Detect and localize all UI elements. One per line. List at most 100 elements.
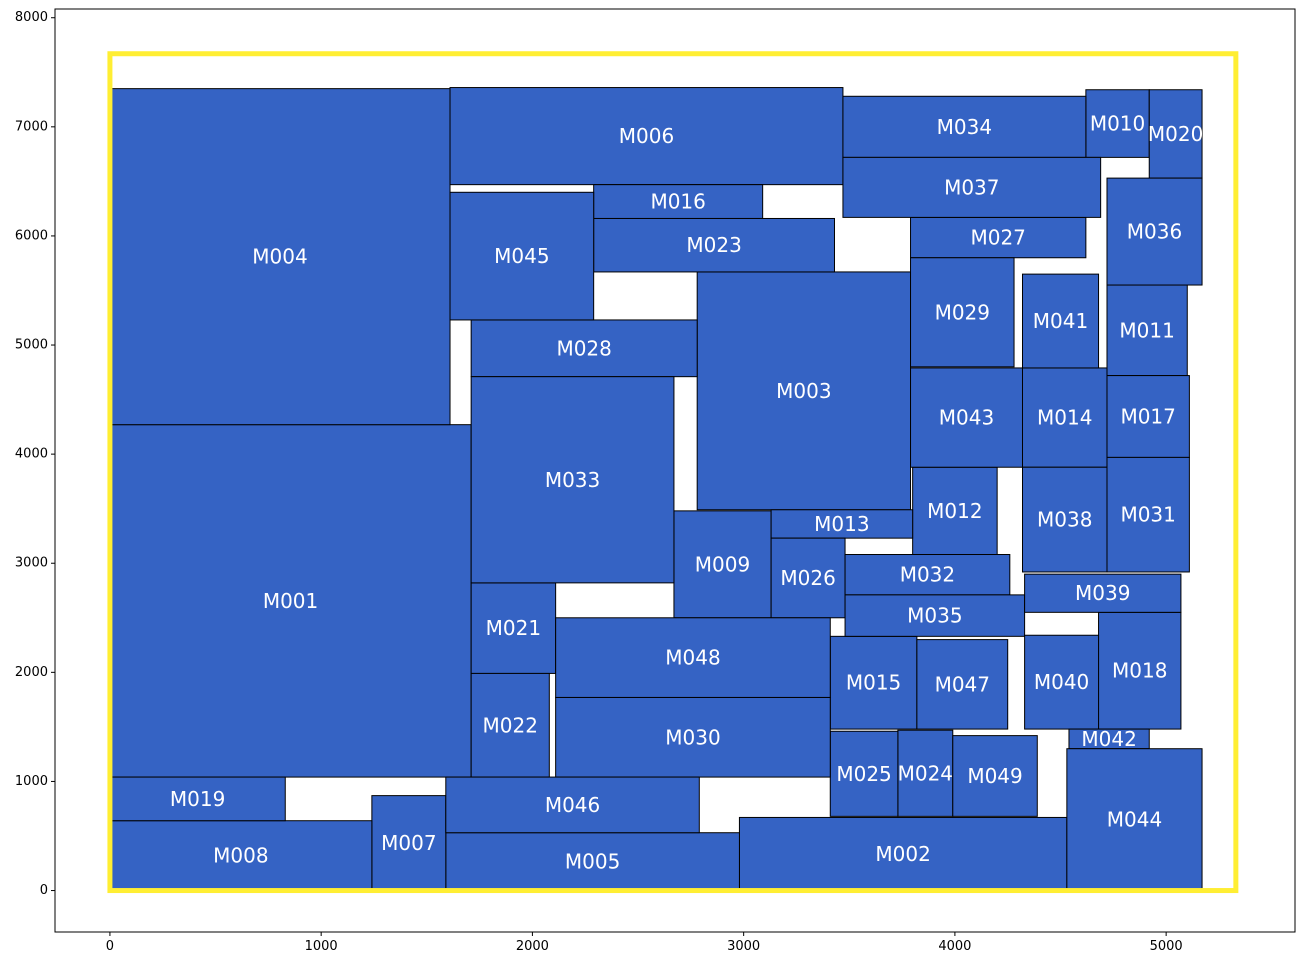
block-m012: M012 [912,466,998,556]
block-m042: M042 [1068,727,1150,751]
block-m035: M035 [844,594,1026,637]
y-tick-label: 5000 [15,338,48,353]
block-label: M039 [1075,581,1130,605]
x-tick-label: 0 [106,939,114,954]
block-rect [593,217,835,273]
block-rect [109,424,472,778]
block-rect [844,554,1011,596]
block-label: M034 [937,115,992,139]
block-rect [371,795,447,892]
block-rect [470,319,698,378]
block-m019: M019 [109,776,286,822]
block-label: M018 [1112,659,1167,683]
block-label: M036 [1127,220,1182,244]
y-tick-label: 7000 [15,119,48,134]
block-label: M024 [898,761,953,785]
block-m009: M009 [673,510,772,619]
block-m021: M021 [470,582,557,674]
block-m014: M014 [1021,367,1108,468]
block-rect [916,639,1009,730]
block-rect [1024,634,1100,730]
block-m045: M045 [449,191,595,321]
block-m030: M030 [555,696,831,778]
block-label: M042 [1081,727,1136,751]
block-m031: M031 [1106,456,1190,573]
block-m022: M022 [470,672,550,778]
block-rect [912,466,998,556]
block-m049: M049 [952,735,1038,817]
block-m016: M016 [593,184,764,219]
block-m007: M007 [371,795,447,892]
block-rect [897,729,954,817]
block-label: M044 [1107,808,1162,832]
block-m003: M003 [696,271,912,511]
block-m027: M027 [910,216,1087,259]
block-label: M028 [556,336,611,360]
block-rect [449,191,595,321]
block-rect [470,582,557,674]
block-m015: M015 [829,635,918,730]
block-label: M001 [263,589,318,613]
block-m047: M047 [916,639,1009,730]
block-m023: M023 [593,217,835,273]
block-rect [1106,284,1188,377]
block-label: M019 [170,787,225,811]
x-tick-label: 2000 [516,939,549,954]
block-label: M011 [1119,318,1174,342]
block-rect [910,216,1087,259]
y-tick: 6000 [15,228,55,243]
y-tick-label: 8000 [15,10,48,25]
y-tick-label: 4000 [15,447,48,462]
block-m032: M032 [844,554,1011,596]
block-rect [470,672,550,778]
block-label: M005 [565,850,620,874]
block-m029: M029 [910,257,1015,368]
block-m033: M033 [470,376,675,584]
block-rect [952,735,1038,817]
x-tick: 4000 [938,932,971,954]
block-label: M017 [1120,404,1175,428]
block-label: M049 [967,764,1022,788]
block-m024: M024 [897,729,954,817]
block-m005: M005 [445,832,740,892]
block-rect [829,730,899,817]
block-label: M004 [252,245,307,269]
x-tick-label: 4000 [938,939,971,954]
block-rect [842,156,1102,218]
block-label: M015 [846,671,901,695]
block-label: M009 [695,552,750,576]
block-label: M008 [213,844,268,868]
block-label: M029 [935,300,990,324]
y-tick-label: 3000 [15,556,48,571]
block-m001: M001 [109,424,472,778]
blocks-layer: M001 M002 M003 M004 M005 M006 M007 M008 M009 M010… [109,87,1203,892]
block-label: M027 [970,226,1025,250]
block-rect [770,509,914,539]
block-label: M031 [1120,503,1175,527]
block-label: M035 [907,604,962,628]
block-m036: M036 [1106,177,1203,286]
block-m037: M037 [842,156,1102,218]
y-tick: 3000 [15,556,55,571]
x-tick: 0 [106,932,114,954]
block-rect [470,376,675,584]
block-rect [109,776,286,822]
block-label: M043 [939,406,994,430]
y-tick-label: 0 [40,883,48,898]
block-rect [445,776,700,834]
block-m040: M040 [1024,634,1100,730]
y-tick: 5000 [15,338,55,353]
block-m043: M043 [910,367,1023,468]
block-rect [1066,748,1203,892]
block-label: M002 [875,842,930,866]
block-label: M021 [486,616,541,640]
block-m038: M038 [1021,466,1108,573]
block-rect [770,537,846,619]
y-tick-label: 6000 [15,228,48,243]
x-tick-label: 5000 [1150,939,1183,954]
block-rect [1098,611,1182,730]
x-tick: 3000 [727,932,760,954]
block-label: M033 [545,468,600,492]
block-label: M022 [483,713,538,737]
block-rect [910,257,1015,368]
